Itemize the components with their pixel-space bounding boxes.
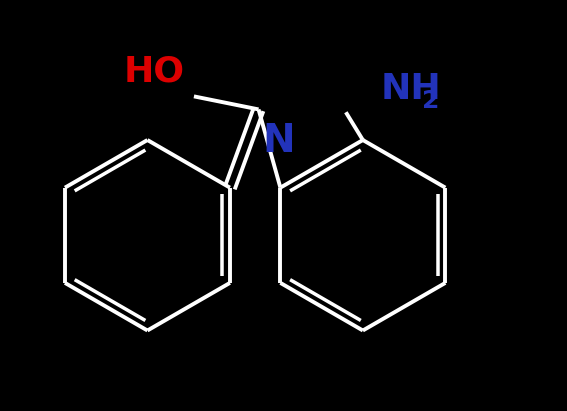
Text: HO: HO bbox=[124, 55, 185, 89]
Text: 2: 2 bbox=[422, 90, 439, 113]
Text: NH: NH bbox=[381, 72, 442, 106]
Text: N: N bbox=[262, 122, 295, 160]
